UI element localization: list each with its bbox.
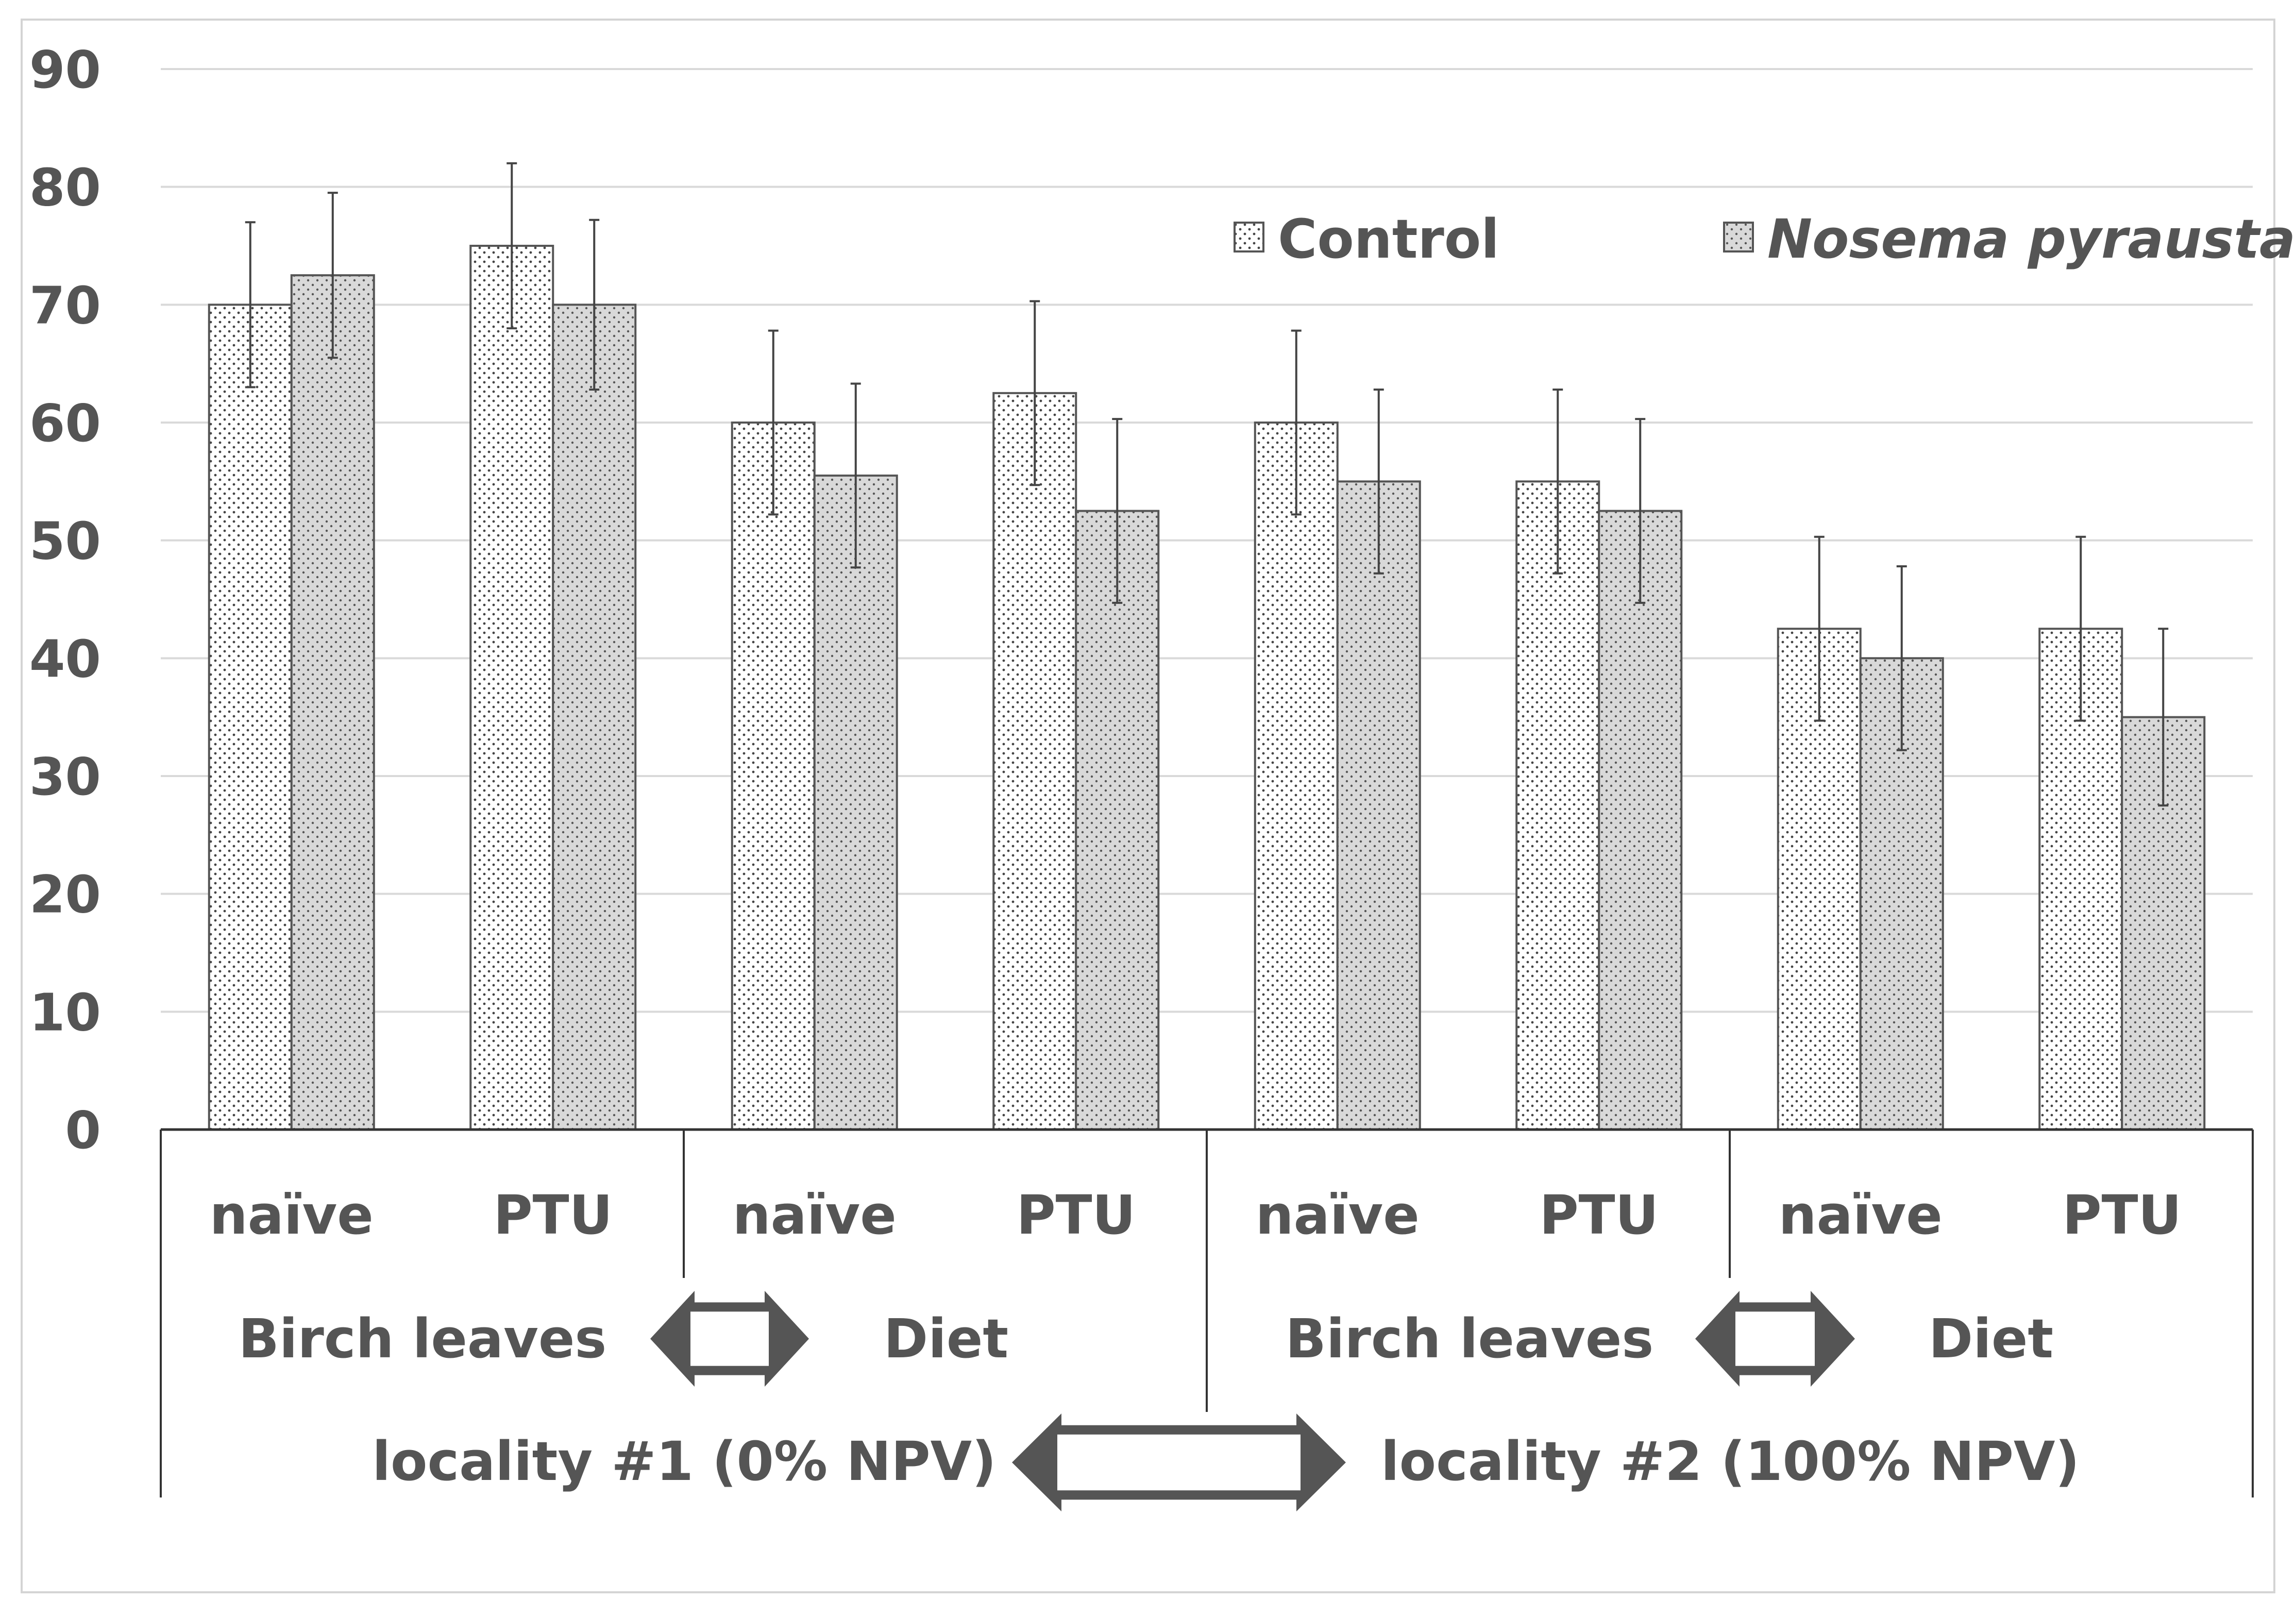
error-bar xyxy=(2075,535,2086,722)
error-bar xyxy=(1291,329,1302,516)
bar-control xyxy=(469,245,554,1131)
error-bar xyxy=(1373,388,1384,575)
error-bar xyxy=(1635,418,1646,604)
y-tick-label: 80 xyxy=(29,158,101,218)
group-label: Diet xyxy=(884,1307,1008,1370)
chart-frame xyxy=(21,19,2275,1593)
error-bar xyxy=(1814,535,1825,722)
x-tick-label: naïve xyxy=(1779,1184,1943,1247)
x-tick-label: naïve xyxy=(733,1184,897,1247)
comparison-arrows xyxy=(650,1291,1855,1511)
bar-control xyxy=(1254,422,1339,1131)
legend-swatch-control xyxy=(1234,222,1264,252)
bars xyxy=(208,245,2206,1131)
error-bar xyxy=(850,382,861,569)
legend-item-control: Control xyxy=(1234,208,1499,271)
error-bar xyxy=(1896,565,1907,751)
legend-item-nosema: Nosema pyrausta xyxy=(1723,208,2295,271)
bar-nosema xyxy=(813,474,898,1131)
bar-control xyxy=(208,304,293,1131)
y-tick-label: 40 xyxy=(29,629,101,689)
y-tick-label: 90 xyxy=(29,40,101,100)
bar-control xyxy=(731,422,816,1131)
group-label: Birch leaves xyxy=(239,1307,607,1370)
x-tick-labels: naïve PTU naïve PTU naïve PTU naïve PTU xyxy=(210,1184,2182,1247)
bar-nosema xyxy=(1336,480,1421,1131)
double-arrow-icon xyxy=(1012,1413,1346,1511)
y-tick-label: 60 xyxy=(29,393,101,453)
error-bars xyxy=(245,162,2169,807)
locality-label: locality #1 (0% NPV) xyxy=(372,1430,996,1493)
bar-nosema xyxy=(290,274,375,1131)
y-tick-label: 70 xyxy=(29,275,101,335)
x-tick-label: naïve xyxy=(1256,1184,1420,1247)
category-table xyxy=(160,1128,2254,1497)
x-tick-label: PTU xyxy=(1016,1184,1136,1247)
locality-label: locality #2 (100% NPV) xyxy=(1381,1430,2080,1493)
bar-control xyxy=(1515,480,1600,1131)
y-tick-label: 30 xyxy=(29,747,101,807)
legend: Control Nosema pyrausta xyxy=(1234,208,2295,271)
legend-label-nosema: Nosema pyrausta xyxy=(1767,208,2295,271)
x-tick-label: PTU xyxy=(2062,1184,2182,1247)
y-tick-label: 0 xyxy=(65,1100,101,1160)
x-tick-label: PTU xyxy=(1539,1184,1659,1247)
error-bar xyxy=(2158,628,2169,807)
y-tick-label: 20 xyxy=(29,865,101,925)
double-arrow-icon xyxy=(650,1291,809,1387)
legend-label-control: Control xyxy=(1278,208,1499,271)
x-tick-label: naïve xyxy=(210,1184,374,1247)
error-bar xyxy=(768,329,779,516)
error-bar xyxy=(245,221,256,389)
group-label: Diet xyxy=(1929,1307,2053,1370)
group-labels: Birch leaves Diet Birch leaves Diet locality… xyxy=(239,1307,2080,1493)
error-bar xyxy=(589,218,600,391)
x-tick-label: PTU xyxy=(493,1184,613,1247)
y-tick-label: 10 xyxy=(29,982,101,1042)
error-bar xyxy=(1029,300,1040,486)
bar-nosema xyxy=(1598,510,1683,1131)
error-bar xyxy=(1552,388,1563,575)
double-arrow-icon xyxy=(1695,1291,1855,1387)
y-tick-label: 50 xyxy=(29,511,101,571)
error-bar xyxy=(327,192,338,359)
group-label: Birch leaves xyxy=(1286,1307,1654,1370)
legend-swatch-nosema xyxy=(1723,222,1754,252)
error-bar xyxy=(1112,418,1123,604)
y-axis: 0 10 20 30 40 50 60 70 80 90 xyxy=(29,40,101,1160)
bar-nosema xyxy=(552,304,637,1131)
bar-control xyxy=(992,392,1077,1131)
error-bar xyxy=(507,162,517,330)
